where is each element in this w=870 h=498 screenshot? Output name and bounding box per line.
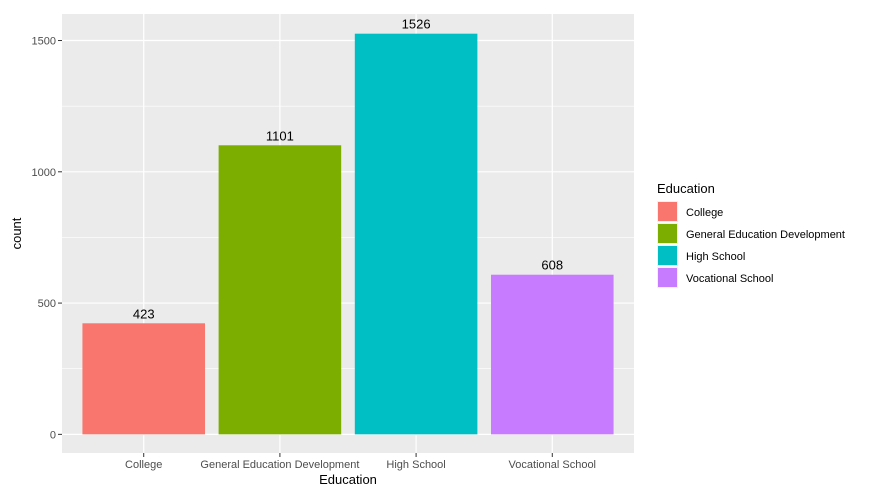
data-label: 1526 [402,17,431,32]
legend-swatch [658,224,677,243]
y-tick-label: 1500 [32,36,56,48]
data-label: 608 [541,258,563,273]
legend-swatch [658,268,677,287]
bars [82,33,614,435]
bar [82,323,205,435]
bar [491,274,614,435]
bar [354,33,478,435]
x-axis-title: Education [319,472,377,487]
bar [218,145,342,435]
y-tick-label: 0 [50,429,56,441]
legend-entry-label: Vocational School [686,273,773,285]
y-tick-label: 500 [38,298,56,310]
data-labels: 423 1101 1526 608 [133,17,563,322]
x-axis: College General Education Development High… [125,453,596,471]
legend: Education College General Education Devel… [657,181,845,288]
legend-entry-label: College [686,207,723,219]
legend-entry-label: General Education Development [686,229,845,241]
data-label: 423 [133,306,155,321]
legend-entry-label: High School [686,251,745,263]
data-label: 1101 [266,128,294,143]
x-tick-label: Vocational School [509,459,596,471]
legend-swatch [658,246,677,265]
x-tick-label: College [125,459,162,471]
legend-title: Education [657,181,715,196]
y-axis: 0 500 1000 1500 [32,36,62,441]
x-tick-label: General Education Development [200,459,359,471]
y-tick-label: 1000 [32,167,56,179]
y-axis-title: count [9,217,24,249]
x-tick-label: High School [386,459,445,471]
legend-swatch [658,202,677,221]
